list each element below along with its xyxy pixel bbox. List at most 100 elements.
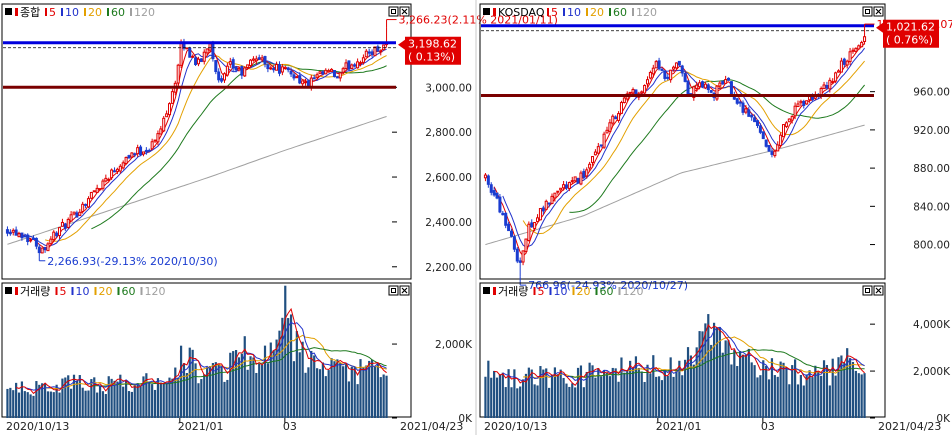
- volume-bar: [744, 354, 748, 418]
- volume-bar: [669, 357, 672, 418]
- candle: [738, 101, 742, 104]
- candle: [507, 223, 511, 232]
- restore-button[interactable]: [862, 285, 873, 296]
- candle: [851, 49, 855, 52]
- legend-chip-ma10: [549, 287, 552, 295]
- candle: [544, 200, 548, 210]
- panel-title: 거래량: [20, 285, 50, 298]
- x-start-label: 2020/10/13: [484, 420, 547, 433]
- candle: [599, 144, 603, 147]
- last-price-value: 1,021.62: [886, 21, 935, 34]
- candle: [648, 71, 652, 79]
- candle: [332, 70, 336, 78]
- volume-bar: [672, 376, 675, 418]
- candle: [674, 62, 678, 69]
- candle: [231, 59, 235, 69]
- volume-bar: [568, 386, 571, 418]
- restore-button[interactable]: [388, 285, 399, 296]
- candle: [234, 66, 238, 71]
- volume-bar: [614, 368, 617, 418]
- volume-bar: [289, 314, 293, 418]
- volume-bar: [243, 336, 246, 418]
- ma60-volume-line: [91, 347, 387, 387]
- candle: [755, 120, 759, 126]
- close-icon: [875, 287, 882, 294]
- candle: [367, 51, 371, 54]
- volume-bar: [663, 369, 666, 418]
- candle: [14, 229, 18, 236]
- volume-bar: [533, 384, 536, 418]
- legend-chip-ma60: [609, 8, 611, 16]
- volume-bar: [634, 356, 638, 418]
- legend-ma10: 10: [554, 285, 568, 298]
- candle: [640, 91, 644, 94]
- volume-bar: [657, 376, 661, 418]
- ma60-line: [91, 61, 387, 230]
- volume-bar: [521, 379, 525, 418]
- volume-bar: [608, 376, 611, 418]
- volume-bar: [843, 362, 846, 418]
- volume-bar: [848, 358, 852, 418]
- volume-bar: [681, 375, 684, 418]
- volume-bar: [12, 390, 15, 418]
- volume-bar: [582, 387, 585, 418]
- candle: [46, 243, 50, 252]
- ma10-volume-line: [24, 321, 387, 391]
- price-panel-frame: [479, 3, 886, 280]
- candle: [619, 102, 623, 114]
- restore-button[interactable]: [862, 6, 873, 17]
- volume-bar: [710, 344, 713, 418]
- volume-bar: [765, 365, 768, 418]
- volume-bar: [652, 355, 655, 418]
- legend-ma10: 10: [76, 285, 90, 298]
- candle: [579, 172, 583, 185]
- volume-bar: [724, 340, 727, 418]
- last-price-change: ( 0.13%): [408, 51, 455, 64]
- candle: [29, 239, 33, 242]
- candle: [364, 50, 368, 58]
- panel-menu-icon: [5, 8, 12, 15]
- volume-bar: [87, 390, 90, 418]
- restore-button[interactable]: [388, 6, 399, 17]
- volume-bar: [385, 375, 388, 418]
- volume-bar: [643, 381, 646, 418]
- volume-bar: [611, 367, 614, 418]
- volume-bar: [715, 327, 719, 418]
- legend-chip-ma5: [547, 8, 549, 16]
- panel-menu-icon: [5, 287, 12, 294]
- candle: [735, 98, 739, 104]
- volume-bar: [116, 381, 119, 418]
- candle: [286, 67, 290, 71]
- volume-bar: [365, 365, 368, 418]
- volume-bar: [174, 367, 177, 418]
- volume-bar: [721, 352, 724, 418]
- candle: [793, 105, 797, 117]
- candle: [614, 116, 618, 120]
- ma20-volume-line: [45, 334, 387, 390]
- volume-bar: [350, 366, 353, 418]
- volume-bar: [151, 384, 154, 418]
- volume-bar: [362, 367, 365, 418]
- legend-ma20: 20: [88, 6, 102, 19]
- volume-bar: [684, 359, 687, 418]
- volume-bar: [200, 379, 203, 418]
- volume-bar: [266, 363, 270, 418]
- legend-chip-ma120: [618, 287, 621, 295]
- x-axis-kosdaq: 2020/10/13 2021/01 03 2021/04/23: [484, 418, 941, 433]
- volume-bar: [507, 369, 510, 418]
- ma60-volume-line: [569, 348, 865, 378]
- candle: [559, 187, 563, 191]
- volume-bar: [159, 382, 162, 418]
- price-chart-kospi: 종합 5 10 20 60 120 2,200.00 2,400.00 2,600.00 2,80…: [1, 3, 558, 280]
- volume-bar: [20, 381, 24, 418]
- x-tick-label: 2021/01: [178, 420, 224, 433]
- volume-bar: [840, 355, 843, 418]
- volume-bar: [203, 374, 206, 418]
- candle: [202, 51, 206, 62]
- candle: [240, 66, 244, 76]
- legend-ma10: 10: [65, 6, 79, 19]
- candle: [747, 109, 751, 117]
- candle: [165, 113, 169, 118]
- y-tick-label: 920.00: [913, 125, 950, 137]
